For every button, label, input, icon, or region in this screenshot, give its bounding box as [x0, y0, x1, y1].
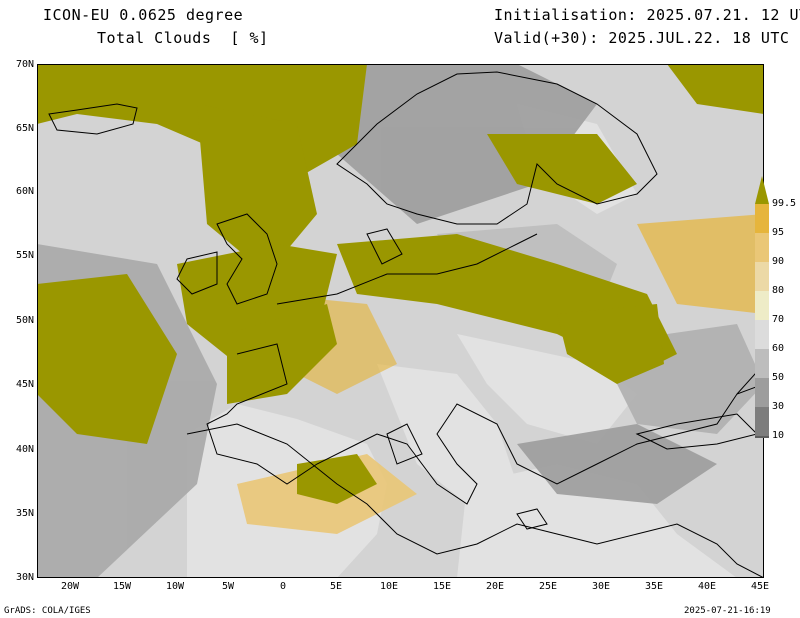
colorbar-arrow — [755, 176, 769, 204]
colorbar-segment — [755, 204, 769, 233]
lon-label: 10W — [165, 581, 185, 592]
lat-label: 40N — [15, 444, 34, 455]
lat-label: 60N — [15, 186, 34, 197]
lon-label: 15W — [112, 581, 132, 592]
colorbar-segment — [755, 233, 769, 262]
colorbar-segment — [755, 407, 769, 436]
lon-label: 20E — [485, 581, 505, 592]
colorbar-label: 50 — [772, 372, 785, 383]
colorbar-segment — [755, 262, 769, 291]
colorbar-label: 80 — [772, 285, 785, 296]
lon-label: 20W — [60, 581, 80, 592]
colorbar-label: 95 — [772, 227, 785, 238]
lon-label: 30E — [591, 581, 611, 592]
coastlines — [48, 71, 764, 578]
lat-label: 50N — [15, 315, 34, 326]
colorbar-label: 99.5 — [772, 198, 797, 209]
footer-software: GrADS: COLA/IGES — [4, 606, 91, 616]
valid-time: Valid(+30): 2025.JUL.22. 18 UTC — [494, 29, 790, 47]
colorbar-segment — [755, 291, 769, 320]
lat-label: 35N — [15, 508, 34, 519]
variable-title: Total Clouds [ %] — [97, 29, 269, 47]
colorbar-label: 10 — [772, 430, 785, 441]
colorbar-segment — [755, 320, 769, 349]
footer-timestamp: 2025-07-21-16:19 — [684, 606, 771, 616]
colorbar — [755, 176, 769, 438]
lon-label: 10E — [379, 581, 399, 592]
colorbar-label: 70 — [772, 314, 785, 325]
cloud-cover-map — [37, 64, 764, 578]
lat-label: 45N — [15, 379, 34, 390]
colorbar-segment — [755, 378, 769, 407]
lon-label: 25E — [538, 581, 558, 592]
lat-label: 30N — [15, 572, 34, 583]
init-time: Initialisation: 2025.07.21. 12 UTC — [494, 6, 800, 24]
colorbar-label: 60 — [772, 343, 785, 354]
colorbar-segment — [755, 436, 769, 438]
model-title: ICON-EU 0.0625 degree — [43, 6, 244, 24]
full-cloud-areas — [37, 64, 764, 504]
lon-label: 5E — [329, 581, 343, 592]
lat-label: 55N — [15, 250, 34, 261]
lat-label: 65N — [15, 123, 34, 134]
lon-label: 0 — [279, 581, 287, 592]
lon-label: 35E — [644, 581, 664, 592]
lon-label: 5W — [221, 581, 235, 592]
lon-label: 45E — [750, 581, 770, 592]
lon-label: 40E — [697, 581, 717, 592]
colorbar-label: 30 — [772, 401, 785, 412]
lon-label: 15E — [432, 581, 452, 592]
colorbar-label: 90 — [772, 256, 785, 267]
lat-label: 70N — [15, 59, 34, 70]
colorbar-segment — [755, 349, 769, 378]
